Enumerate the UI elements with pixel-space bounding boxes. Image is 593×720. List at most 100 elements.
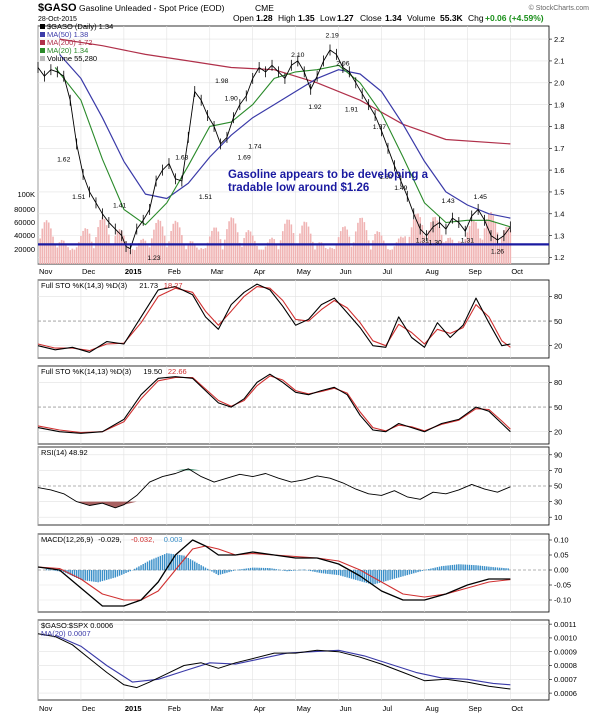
ratio-ytick-label: 0.0011 [554,620,576,629]
macd-hist-bar [331,570,333,575]
macd-hist-bar [187,558,189,571]
volume-bar [387,249,389,264]
macd-hist-bar [327,570,329,574]
volume-bar [322,244,325,264]
macd-hist-bar [505,568,507,571]
ratio-legend: $GASO:$SPX 0.0006 [41,621,113,630]
volume-bar [281,231,284,264]
open-label: Open [233,13,254,23]
volume-bar [236,232,239,264]
macd-hist-bar [256,567,258,571]
low-value: 1.27 [337,13,354,23]
volume-bar [174,220,177,264]
macd-hist-bar [90,570,93,582]
volume-bar [241,246,243,264]
x-axis-label: 2015 [125,704,142,713]
x-axis-label: Dec [82,704,96,713]
macd-hist-bar [213,570,215,573]
macd-hist-bar [78,570,80,579]
volume-bar [193,243,196,264]
legend-swatch [40,24,45,29]
macd-hist-bar [329,570,331,575]
macd-hist-bar [380,570,383,583]
price-peak-label: 1.60 [379,174,392,181]
volume-bar [230,217,233,264]
macd-hist-bar [221,570,224,574]
macd-hist-bar [393,570,396,579]
macd-hist-bar [367,570,370,584]
volume-bar [324,248,327,264]
macd-line [37,539,511,607]
volume-bar [369,249,372,264]
x-axis-label: Oct [511,267,524,276]
volume-bar [183,243,185,264]
volume-bar [410,227,413,264]
volume-bar [492,215,494,264]
volume-bar [71,248,74,264]
price-peak-label: 1.91 [345,106,358,113]
macd-hist-bar [503,568,505,571]
volume-bar [112,244,114,264]
ratio-panel: 0.0011 0.0010 0.0009 0.0008 0.0007 0.0006 $GAS… [37,619,577,701]
volume-bar [67,247,69,264]
macd-hist-bar [350,570,353,579]
x-axis-label: Feb [168,267,181,276]
volume-bar [223,239,226,264]
macd-hist-bar [425,569,428,571]
x-axis-bottom: Nov Dec 2015 Feb Mar Apr May Jun Jul Aug Sep Oct [39,704,524,713]
volume-bar [88,233,91,264]
volume-bar [204,248,207,264]
price-annotation: tradable low around $1.26 [228,182,369,194]
volume-bar [95,237,97,264]
low-label: Low [320,13,336,23]
macd-hist-bar [103,570,106,581]
macd-ytick-label: -0.10 [554,596,571,605]
volume-bar [316,245,318,264]
price-ytick-label: 1.5 [554,188,564,197]
x-axis-label: May [297,704,311,713]
volume-bar [464,239,467,264]
x-axis-label: Apr [254,267,266,276]
macd-hist-bar [492,567,494,571]
volume-bar [226,229,228,264]
x-axis-label: Dec [82,267,96,276]
volume-bar [419,217,421,264]
volume-bar [503,230,505,264]
volume-bar [243,238,245,264]
volume-bar [133,249,136,264]
volume-bar [466,232,469,264]
volume-bar [342,227,344,264]
sto-fast-ytick-label: 50 [554,317,562,326]
volume-bar [131,249,134,264]
price-peak-label: 1.98 [215,78,228,85]
macd-hist-bar [144,562,147,571]
macd-hist-bar [277,569,280,571]
x-axis-label: Aug [425,704,438,713]
macd-hist-bar [449,565,451,571]
ma50-line [59,54,511,219]
price-ytick-label: 2.1 [554,57,564,66]
price-peak-label: 1.43 [441,198,454,205]
volume-bar [485,219,488,264]
volume-bar [329,247,331,264]
macd-hist-bar [410,570,413,574]
macd-hist-bar [71,570,74,577]
macd-hist-bar [183,555,185,571]
macd-hist-bar [288,570,290,572]
volume-bar [232,218,235,264]
macd-hist-bar [471,564,473,571]
volume-bar [150,238,153,264]
volume-bar [309,233,312,264]
volume-bar [58,242,61,264]
macd-hist-bar [138,566,140,571]
legend-entry: $GASO (Daily) 1.34 [47,22,113,31]
volume-bar [135,246,138,264]
legend-swatch [40,56,45,61]
price-peak-label: 1.69 [238,154,251,161]
macd-hist-bar [355,570,357,580]
volume-bar [397,238,400,264]
price-peak-label: 1.92 [308,104,321,111]
volume-bar [333,249,336,264]
volume-bar [62,240,65,264]
macd-hist-bar [159,555,162,571]
